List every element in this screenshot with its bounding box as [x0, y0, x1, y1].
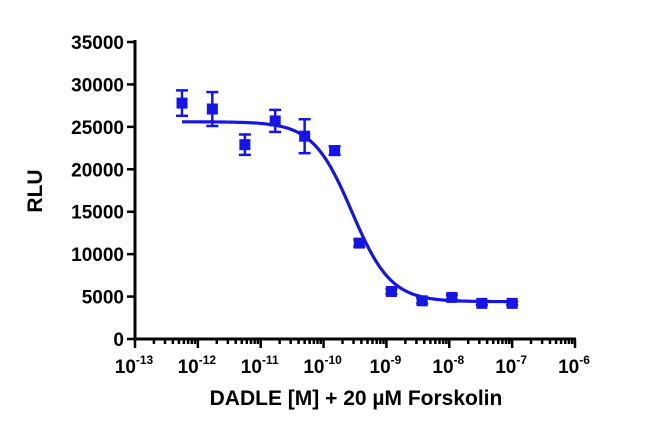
y-tick-label: 5000 — [82, 288, 124, 309]
x-axis: 10-13 10-12 10-11 10-10 10-9 10-8 10-7 10-6 — [115, 337, 590, 378]
data-point — [506, 297, 518, 309]
y-tick-label: 35000 — [71, 33, 124, 54]
data-point — [353, 237, 365, 249]
fit-curve — [182, 120, 513, 304]
data-point — [385, 285, 397, 297]
x-tick-label: 10-12 — [178, 353, 217, 378]
x-axis-title: DADLE [M] + 20 µM Forskolin — [210, 387, 503, 410]
data-series — [176, 89, 519, 309]
data-point — [269, 115, 281, 127]
x-tick-label: 10-7 — [495, 353, 527, 378]
x-tick-label: 10-6 — [558, 353, 590, 378]
y-tick-label: 15000 — [71, 203, 124, 224]
data-point — [446, 291, 458, 303]
x-tick-label: 10-10 — [303, 353, 342, 378]
data-point — [476, 297, 488, 309]
data-point — [329, 145, 341, 157]
y-tick-label: 0 — [113, 330, 124, 351]
y-axis-title: RLU — [24, 169, 47, 212]
y-tick-label: 20000 — [71, 160, 124, 181]
x-tick-label: 10-13 — [115, 353, 154, 378]
data-point — [239, 139, 251, 151]
data-point — [176, 97, 188, 109]
x-tick-label: 10-9 — [370, 353, 402, 378]
data-point — [206, 103, 218, 115]
x-tick-label: 10-11 — [241, 353, 279, 378]
y-tick-label: 25000 — [71, 118, 124, 139]
data-point — [416, 295, 428, 307]
x-tick-label: 10-8 — [432, 353, 464, 378]
y-tick-label: 30000 — [71, 75, 124, 96]
y-axis: 0 5000 10000 15000 20000 25000 30000 35000 — [71, 33, 137, 351]
data-point — [299, 130, 311, 142]
y-tick-label: 10000 — [71, 245, 124, 266]
